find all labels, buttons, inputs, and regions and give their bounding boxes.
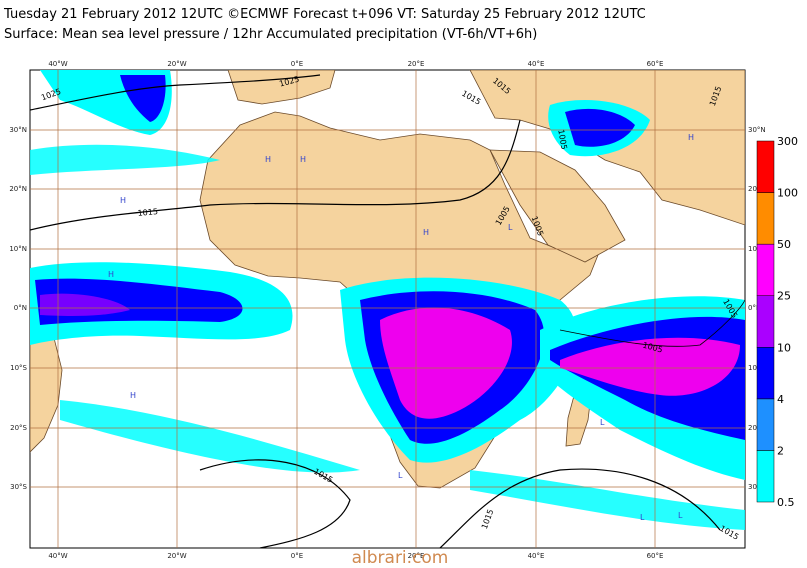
pressure-centre: L — [640, 513, 645, 522]
lat-label: 0°N — [748, 304, 761, 312]
colorbar-label: 300 — [777, 135, 798, 148]
pressure-centre: L — [508, 223, 513, 232]
lat-label: 10°N — [9, 245, 27, 253]
lat-label: 20°S — [10, 424, 27, 432]
lon-label: 40°W — [48, 552, 67, 560]
lon-label: 60°E — [647, 60, 664, 68]
colorbar-label: 4 — [777, 393, 784, 406]
pressure-centre: H — [300, 155, 306, 164]
lat-label: 10°S — [748, 364, 765, 372]
lon-label: 40°W — [48, 60, 67, 68]
pressure-centre: H — [120, 196, 126, 205]
lon-label: 60°E — [647, 552, 664, 560]
colorbar-segment — [756, 140, 775, 193]
colorbar-label: 0.5 — [777, 496, 795, 509]
lat-label: 30°S — [10, 483, 27, 491]
isobar-label: 1005 — [556, 129, 568, 151]
isobars — [30, 74, 745, 548]
colorbar-segment — [756, 243, 775, 296]
lon-label: 0°E — [291, 552, 303, 560]
pressure-centre: L — [678, 511, 683, 520]
lat-label: 30°N — [9, 126, 27, 134]
pressure-centre: H — [130, 391, 136, 400]
pressure-centre: H — [265, 155, 271, 164]
lon-label: 20°W — [167, 60, 186, 68]
lon-label: 40°E — [528, 60, 545, 68]
pressure-centre: H — [108, 270, 114, 279]
colorbar-label: 25 — [777, 290, 791, 303]
lon-label: 20°W — [167, 552, 186, 560]
lon-label: 20°E — [408, 552, 425, 560]
subtitle: Surface: Mean sea level pressure / 12hr … — [4, 27, 537, 42]
precipitation — [30, 70, 745, 530]
watermark: albrari.com — [352, 548, 449, 568]
colorbar: 0.5 2 4 10 25 50 100 300 — [756, 135, 798, 509]
colorbar-segment — [756, 295, 775, 348]
lat-label: 30°N — [748, 126, 766, 134]
lat-label: 20°S — [748, 424, 765, 432]
colorbar-label: 50 — [777, 238, 791, 251]
graticule — [30, 70, 745, 548]
colorbar-segment — [756, 192, 775, 245]
pressure-centre: H — [423, 228, 429, 237]
pressure-centre: L — [398, 471, 403, 480]
map: 40°W 20°W 0°E 20°E 40°E 60°E 40°W 20°W 0°E 20°E 40… — [9, 60, 765, 560]
lat-label: 30°S — [748, 483, 765, 491]
lat-label: 0°N — [14, 304, 27, 312]
pressure-centre: H — [688, 133, 694, 142]
pressure-centre: L — [600, 418, 605, 427]
colorbar-segment — [756, 347, 775, 400]
colorbar-label: 10 — [777, 341, 791, 354]
lat-label: 20°N — [9, 185, 27, 193]
lat-label: 10°S — [10, 364, 27, 372]
lon-label: 0°E — [291, 60, 303, 68]
title: Tuesday 21 February 2012 12UTC ©ECMWF Fo… — [3, 7, 646, 22]
isobar-label: 1015 — [137, 207, 158, 218]
colorbar-label: 2 — [777, 444, 784, 457]
lon-label: 40°E — [528, 552, 545, 560]
lon-label: 20°E — [408, 60, 425, 68]
colorbar-segment — [756, 450, 775, 503]
colorbar-label: 100 — [777, 187, 798, 200]
colorbar-segment — [756, 398, 775, 451]
